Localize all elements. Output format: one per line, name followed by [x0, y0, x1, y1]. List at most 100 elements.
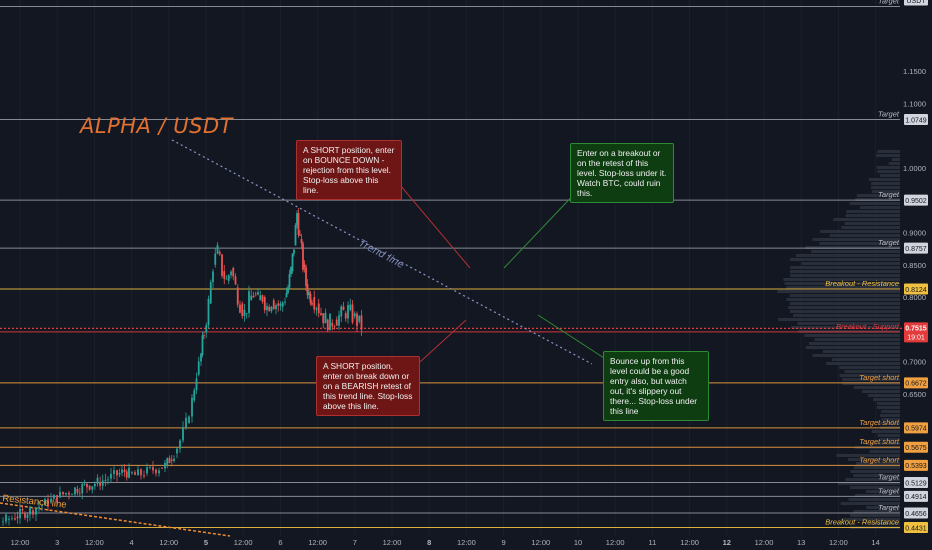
y-axis-tick-label: 0.8000: [903, 293, 926, 302]
price-badge-text: 0.4914: [905, 494, 927, 501]
candle-body: [143, 475, 145, 476]
candle-body: [210, 282, 212, 303]
candle-body: [24, 513, 26, 517]
candle-body: [169, 458, 171, 463]
candle-body: [89, 486, 91, 490]
volume-profile-bar: [841, 226, 900, 229]
callout-pointer: [400, 185, 470, 268]
callout-breakout-entry[interactable]: Enter on a breakout or on the retest of …: [570, 143, 674, 203]
candle-body: [205, 325, 207, 333]
candle-body: [358, 315, 360, 321]
candle-body: [248, 291, 250, 313]
candle-body: [11, 518, 13, 519]
y-axis-tick-label: 1.1500: [903, 67, 926, 76]
volume-profile-bar: [881, 410, 900, 413]
volume-profile-bar: [854, 386, 900, 389]
x-axis-tick-label: 12:00: [531, 538, 550, 547]
volume-profile-bar: [850, 202, 900, 205]
volume-profile-bar: [868, 394, 900, 397]
x-axis-tick-label: 7: [353, 538, 357, 547]
callout-pointer: [420, 320, 466, 362]
candle-body: [59, 492, 61, 497]
volume-profile-bar: [877, 406, 900, 409]
candle-body: [124, 470, 126, 472]
volume-profile-bar: [788, 306, 900, 309]
y-axis-tick-label: 0.8500: [903, 261, 926, 270]
volume-profile-bar: [809, 342, 900, 345]
candle-body: [191, 398, 193, 417]
volume-profile-bar: [873, 398, 900, 401]
level-label: Target short: [859, 373, 900, 382]
x-axis-tick-label: 12: [723, 538, 731, 547]
candle-body: [14, 518, 16, 519]
y-axis-tick-label: 0.7000: [903, 358, 926, 367]
price-badge-text: 0.8757: [905, 246, 927, 253]
volume-profile-bar: [869, 178, 900, 181]
candle-body: [149, 467, 151, 468]
level-label: Target: [878, 503, 900, 512]
candle-body: [121, 470, 123, 473]
level-label: Target short: [859, 437, 900, 446]
candle-body: [235, 276, 237, 284]
volume-profile-bar: [872, 430, 900, 433]
volume-profile-bar: [823, 350, 900, 353]
candle-body: [146, 467, 148, 473]
price-badge-text: 0.5675: [905, 445, 927, 452]
level-label: Breakout - Support: [836, 322, 900, 331]
candle-body: [94, 484, 96, 486]
candle-body: [273, 300, 275, 309]
candle-body: [293, 249, 295, 253]
candle-body: [17, 517, 19, 519]
candle-body: [5, 515, 7, 522]
candle-body: [19, 509, 21, 518]
candle-body: [287, 287, 289, 293]
volume-profile-bar: [790, 302, 900, 305]
candle-body: [185, 418, 187, 427]
candle-body: [311, 303, 313, 305]
candle-body: [99, 482, 101, 485]
candle-body: [361, 315, 363, 329]
candle-body: [264, 297, 266, 310]
x-axis-tick-label: 12:00: [680, 538, 699, 547]
candle-body: [107, 480, 109, 481]
callout-short-breakdown[interactable]: A SHORT position, enter on break down or…: [316, 356, 420, 416]
candle-body: [113, 470, 115, 474]
candle-body: [182, 427, 184, 440]
y-axis-tick-label: 1.1000: [903, 99, 926, 108]
candle-body: [223, 271, 225, 279]
volume-profile-bar: [845, 222, 900, 225]
candle-body: [119, 473, 121, 475]
price-badge-text: 0.4431: [905, 525, 927, 532]
candle-body: [2, 522, 4, 523]
price-badge-text: 0.9502: [905, 198, 927, 205]
candle-body: [158, 470, 160, 473]
volume-profile-bar: [832, 358, 900, 361]
candle-body: [352, 304, 354, 322]
candle-body: [97, 478, 99, 484]
volume-profile-bar: [790, 266, 900, 269]
candle-body: [68, 493, 70, 495]
candle-body: [298, 213, 300, 235]
candle-body: [338, 315, 340, 325]
callout-short-bounce[interactable]: A SHORT position, enter on BOUNCE DOWN -…: [296, 140, 402, 200]
x-axis-tick-label: 9: [502, 538, 506, 547]
level-label: Target: [878, 190, 900, 199]
candle-body: [230, 272, 232, 276]
x-axis-tick-label: 8: [427, 538, 431, 547]
price-badge-text: 0.5129: [905, 480, 927, 487]
candle-body: [327, 320, 329, 331]
candle-body: [304, 265, 306, 267]
callout-bounce-up[interactable]: Bounce up from this level could be a goo…: [603, 351, 709, 421]
volume-profile-bar: [880, 174, 900, 177]
volume-profile-bar: [790, 310, 900, 313]
volume-profile-bar: [860, 206, 900, 209]
level-label: Breakout - Resistance: [825, 279, 899, 288]
current-price-value: 0.7515: [905, 325, 927, 332]
candle-body: [289, 274, 291, 287]
candle-body: [134, 472, 136, 475]
level-label: Target: [878, 110, 900, 119]
volume-profile-bar: [871, 182, 900, 185]
candle-body: [32, 510, 34, 514]
x-axis-tick-label: 13: [797, 538, 805, 547]
